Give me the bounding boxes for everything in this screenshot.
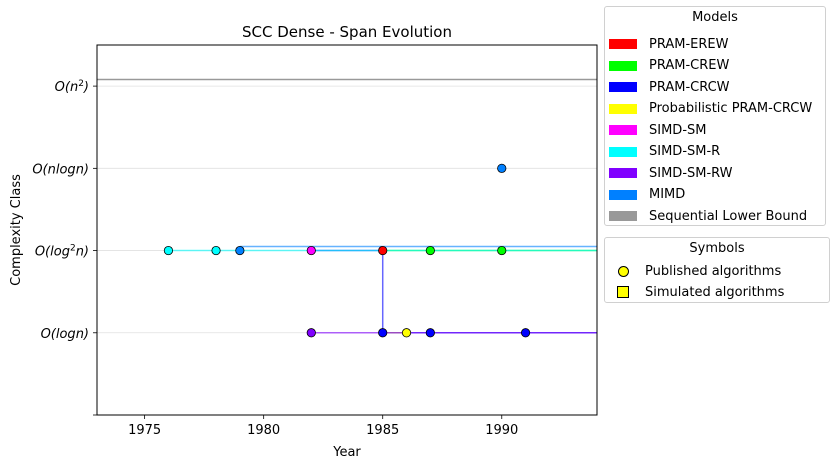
y-tick-label: O(logn)	[41, 327, 89, 342]
legend-swatch	[609, 60, 637, 71]
y-tick-label: O(nlogn)	[32, 162, 89, 177]
legend-label: PRAM-CREW	[649, 58, 730, 73]
data-point	[378, 328, 388, 338]
series-line	[311, 249, 597, 334]
legend-swatch	[609, 103, 637, 114]
legend-label: PRAM-EREW	[649, 36, 729, 52]
legend-label: Probabilistic PRAM-CRCW	[649, 101, 813, 116]
symbols-legend-title: Symbols	[689, 241, 745, 256]
x-axis-label: Year	[332, 445, 361, 460]
x-tick-label: 1980	[247, 423, 280, 438]
legend-entry: Published algorithms	[609, 261, 781, 281]
data-point	[497, 245, 507, 256]
legend-label: SIMD-SM-RW	[649, 165, 733, 181]
data-point	[163, 245, 174, 256]
x-tick-label: 1990	[485, 423, 518, 438]
data-point	[306, 245, 316, 256]
legend-swatch	[609, 82, 637, 92]
legend-entry: SIMD-SM	[609, 120, 706, 140]
data-point	[497, 163, 507, 173]
data-point	[211, 245, 221, 256]
legend-entry: PRAM-CRCW	[609, 77, 730, 97]
data-point	[306, 328, 316, 338]
square-marker-icon	[617, 286, 629, 298]
data-point	[425, 245, 435, 256]
legend-entry: PRAM-CREW	[609, 56, 729, 76]
plot-frame	[96, 44, 598, 416]
legend-entry: SIMD-SM-RW	[609, 163, 733, 183]
legend-label: Sequential Lower Bound	[649, 208, 808, 224]
chart-title: SCC Dense - Span Evolution	[242, 23, 452, 41]
data-point	[378, 245, 388, 256]
y-tick-label: O(log2n)	[35, 244, 89, 260]
legend-swatch	[609, 189, 637, 200]
data-point	[235, 245, 245, 256]
legend-swatch	[609, 39, 637, 49]
models-legend-title: Models	[692, 10, 738, 25]
y-axis-label: Complexity Class	[9, 174, 24, 286]
models-legend: Models PRAM-EREW PRAM-CREW PRAM-CRCW Probab…	[604, 6, 826, 226]
y-tick-label: O(n2)	[55, 79, 89, 95]
legend-entry: Simulated algorithms	[609, 282, 784, 302]
legend-entry: MIMD	[609, 185, 685, 205]
x-tick-label: 1975	[128, 423, 161, 438]
circle-marker-icon	[618, 265, 629, 277]
chart: 1975 1980 1985 1990 O(logn) O(log2n) O(nlogn) O…	[9, 23, 598, 460]
legend-label: SIMD-SM	[649, 122, 707, 138]
legend-swatch	[609, 146, 637, 157]
legend-label: PRAM-CRCW	[649, 79, 730, 95]
x-tick-label: 1985	[366, 423, 399, 438]
data-point	[520, 328, 531, 338]
data-point	[401, 328, 412, 338]
legend-entry: Sequential Lower Bound	[609, 206, 807, 226]
data-point	[425, 328, 435, 338]
legend-entry: SIMD-SM-R	[609, 142, 720, 162]
legend-swatch	[609, 168, 637, 178]
legend-label: MIMD	[649, 187, 686, 202]
legend-label: SIMD-SM-R	[649, 144, 721, 159]
legend-swatch	[609, 125, 637, 135]
legend-label: Simulated algorithms	[645, 284, 785, 300]
legend-label: Published algorithms	[645, 263, 782, 279]
legend-swatch	[609, 211, 637, 221]
symbols-legend: Symbols Published algorithms Simulated al…	[604, 237, 830, 303]
legend-entry: Probabilistic PRAM-CRCW	[609, 99, 812, 119]
legend-entry: PRAM-EREW	[609, 34, 728, 54]
